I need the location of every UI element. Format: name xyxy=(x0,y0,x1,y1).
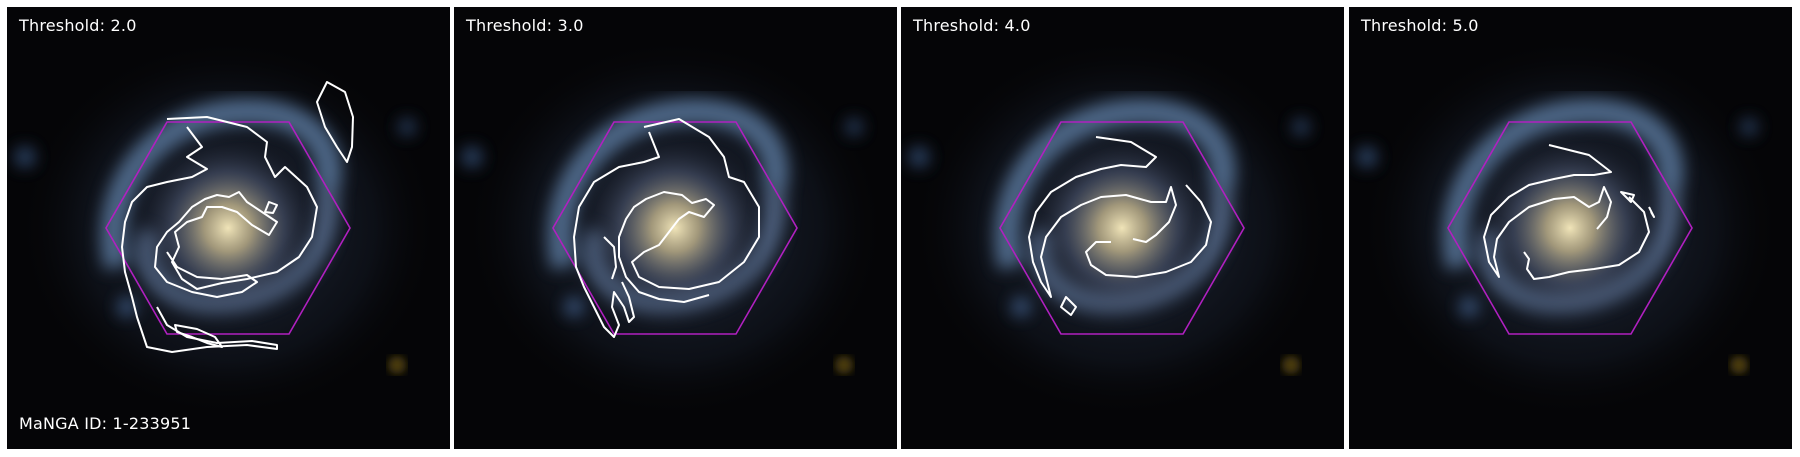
panel-threshold-2: Threshold: 2.0 MaNGA ID: 1-233951 xyxy=(7,7,450,449)
galaxy-image xyxy=(1349,7,1792,449)
threshold-label: Threshold: 2.0 xyxy=(19,16,137,35)
contour-lines xyxy=(1483,144,1655,280)
galaxy-image xyxy=(901,7,1344,449)
contour-lines xyxy=(121,81,354,353)
hexagon-footprint xyxy=(999,121,1245,335)
manga-id-label: MaNGA ID: 1-233951 xyxy=(19,414,192,433)
galaxy-image xyxy=(7,7,450,449)
threshold-label: Threshold: 4.0 xyxy=(913,16,1031,35)
panel-threshold-5: Threshold: 5.0 xyxy=(1349,7,1792,449)
hexagon-footprint xyxy=(552,121,798,335)
contour-lines xyxy=(573,118,760,338)
contour-lines xyxy=(1028,136,1212,316)
threshold-label: Threshold: 5.0 xyxy=(1361,16,1479,35)
hexagon-footprint xyxy=(1447,121,1693,335)
hexagon-footprint xyxy=(105,121,351,335)
panel-threshold-3: Threshold: 3.0 xyxy=(454,7,897,449)
panel-threshold-4: Threshold: 4.0 xyxy=(901,7,1344,449)
threshold-label: Threshold: 3.0 xyxy=(466,16,584,35)
galaxy-image xyxy=(454,7,897,449)
